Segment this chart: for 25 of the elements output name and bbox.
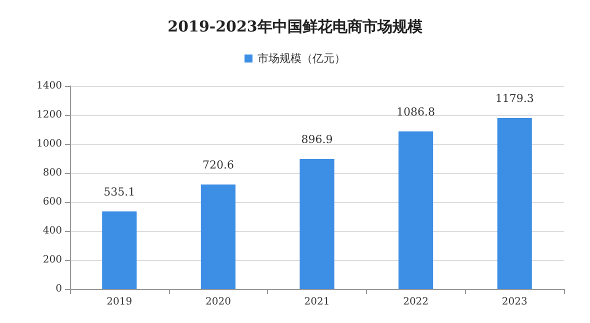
bar (300, 158, 334, 289)
x-tick-label: 2023 (502, 296, 528, 308)
y-tick-label: 0 (56, 284, 62, 294)
data-label: 535.1 (104, 185, 136, 198)
y-tick-label: 400 (42, 226, 62, 236)
y-tick-label: 1400 (36, 80, 62, 92)
x-tick-label: 2019 (106, 296, 132, 308)
x-tick-label: 2020 (205, 296, 231, 308)
x-tick-label: 2022 (403, 296, 429, 308)
y-tick-label: 1000 (36, 138, 62, 150)
data-label: 1086.8 (396, 105, 436, 118)
chart-title: 2019-2023年中国鲜花电商市场规模 (168, 18, 424, 36)
x-tick-label: 2021 (304, 296, 330, 308)
y-tick-label: 600 (42, 196, 62, 208)
y-tick-label: 200 (42, 254, 62, 266)
bar (102, 211, 137, 289)
data-label: 720.6 (202, 158, 234, 172)
bar (497, 118, 532, 289)
data-label: 896.9 (301, 132, 333, 146)
bar (398, 131, 434, 289)
bar (200, 184, 236, 289)
data-label: 1179.3 (495, 92, 534, 105)
y-tick-label: 1200 (36, 110, 62, 120)
legend-label: 市场规模（亿元） (258, 52, 346, 65)
y-tick-label: 800 (42, 168, 62, 178)
